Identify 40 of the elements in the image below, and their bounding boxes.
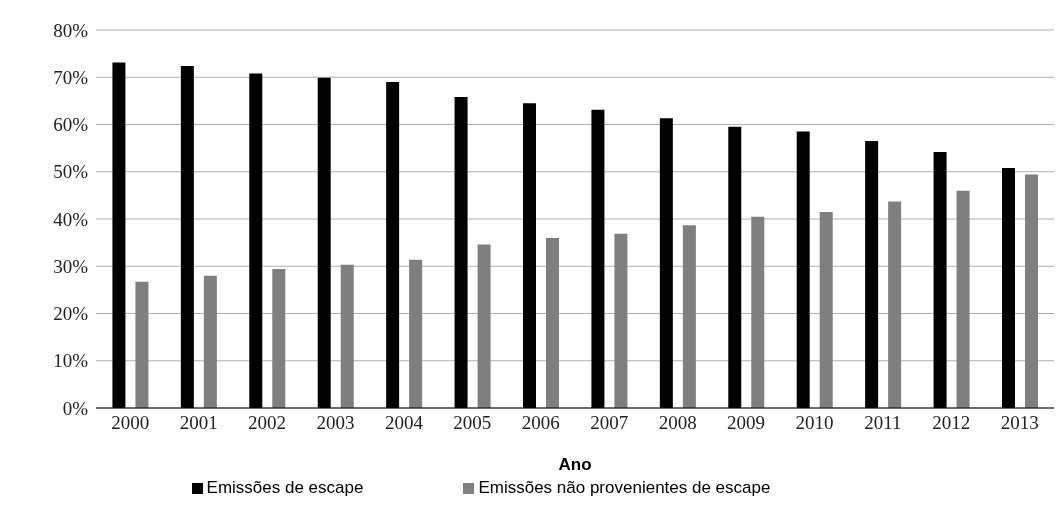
bar — [477, 244, 491, 408]
x-tick-label: 2003 — [316, 412, 355, 434]
bar — [135, 281, 149, 408]
bar — [545, 237, 559, 408]
y-tick-label: 50% — [53, 161, 89, 183]
legend-label: Emissões não provenientes de escape — [478, 478, 771, 497]
x-axis-title: Ano — [558, 455, 592, 474]
y-tick-label: 10% — [53, 350, 89, 372]
x-tick-label: 2001 — [179, 412, 218, 434]
bar — [1024, 174, 1038, 408]
bar — [956, 190, 970, 408]
y-tick-label: 70% — [53, 67, 89, 88]
x-tick-label: 2000 — [111, 412, 150, 434]
bar — [888, 201, 902, 408]
x-tick-label: 2010 — [795, 412, 834, 434]
bar — [819, 211, 833, 408]
y-tick-label: 40% — [53, 208, 89, 230]
x-tick-label: 2005 — [453, 412, 492, 434]
y-tick-label: 0% — [62, 397, 89, 419]
x-tick-label: 2012 — [932, 412, 971, 434]
bar — [203, 275, 217, 408]
x-tick-label: 2007 — [590, 412, 629, 434]
bar — [272, 269, 286, 408]
x-tick-label: 2006 — [521, 412, 560, 434]
y-tick-label: 20% — [53, 303, 89, 325]
y-tick-label: 60% — [53, 114, 89, 136]
y-tick-label: 30% — [53, 255, 89, 277]
bar — [340, 264, 354, 408]
bar — [614, 233, 628, 408]
legend-label: Emissões de escape — [206, 478, 364, 497]
x-tick-label: 2009 — [727, 412, 766, 434]
x-tick-label: 2013 — [1000, 412, 1039, 434]
bar — [751, 216, 765, 408]
bar — [682, 225, 696, 408]
bar — [409, 259, 423, 408]
y-tick-label: 80% — [53, 19, 89, 41]
x-tick-label: 2011 — [864, 412, 902, 434]
x-tick-label: 2008 — [658, 412, 697, 434]
x-tick-label: 2004 — [384, 412, 424, 434]
x-tick-label: 2002 — [248, 412, 287, 434]
